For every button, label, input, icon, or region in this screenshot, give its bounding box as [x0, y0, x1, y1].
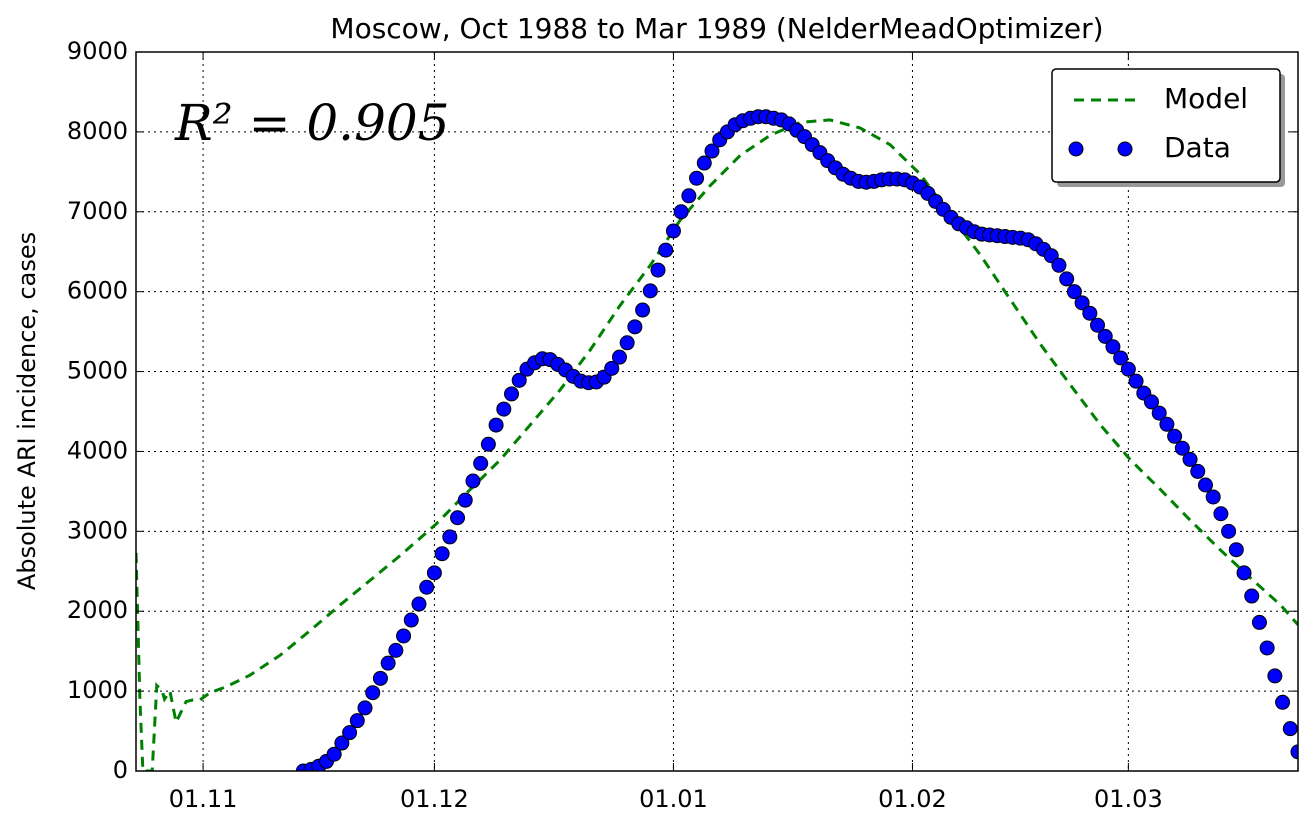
data-point: [1066, 284, 1082, 300]
data-point: [1059, 271, 1075, 287]
legend: Model Data: [1051, 68, 1285, 187]
data-point: [673, 204, 689, 220]
data-point: [1128, 373, 1144, 389]
data-point: [1221, 523, 1237, 539]
data-point: [1236, 565, 1252, 581]
data-point: [1251, 614, 1267, 630]
data-point: [1105, 339, 1121, 355]
data-point: [1090, 317, 1106, 333]
y-tick-label: 2000: [67, 596, 128, 624]
data-point: [465, 473, 481, 489]
data-point: [1151, 405, 1167, 421]
data-point: [1051, 257, 1067, 273]
y-tick-label: 5000: [67, 357, 128, 385]
data-point: [1205, 489, 1221, 505]
data-point: [658, 242, 674, 258]
legend-swatch: [1117, 141, 1133, 157]
x-tick-label: 01.03: [1094, 785, 1163, 813]
legend-label: Model: [1164, 82, 1248, 115]
data-point: [326, 746, 342, 762]
data-point: [1143, 394, 1159, 410]
data-point: [619, 335, 635, 351]
legend-box: [1051, 68, 1281, 183]
data-point: [681, 188, 697, 204]
data-point: [434, 546, 450, 562]
data-point: [1113, 350, 1129, 366]
data-point: [635, 302, 651, 318]
data-point: [689, 170, 705, 186]
y-tick-label: 9000: [67, 37, 128, 65]
data-point: [665, 223, 681, 239]
data-point: [396, 628, 412, 644]
data-point: [442, 529, 458, 545]
data-point: [480, 436, 496, 452]
y-tick-label: 6000: [67, 277, 128, 305]
data-point: [642, 283, 658, 299]
x-tick-label: 01.12: [400, 785, 469, 813]
data-point: [1244, 588, 1260, 604]
data-point: [511, 372, 527, 388]
data-point: [342, 725, 358, 741]
data-point: [450, 510, 466, 526]
data-point: [650, 262, 666, 278]
data-point: [704, 143, 720, 159]
data-point: [1259, 640, 1275, 656]
data-point: [627, 319, 643, 335]
data-point: [1290, 744, 1298, 760]
legend-swatch: [1068, 141, 1084, 157]
data-point: [696, 155, 712, 171]
data-point: [611, 349, 627, 365]
data-point: [380, 655, 396, 671]
data-point: [1190, 463, 1206, 479]
data-point: [1197, 477, 1213, 493]
data-point: [334, 735, 350, 751]
data-point: [604, 360, 620, 376]
data-point: [473, 455, 489, 471]
y-tick-label: 3000: [67, 516, 128, 544]
data-point: [1074, 295, 1090, 311]
y-tick-label: 0: [113, 756, 128, 784]
data-point: [1167, 428, 1183, 444]
x-tick-label: 01.11: [169, 785, 238, 813]
data-point: [1097, 328, 1113, 344]
data-point: [419, 579, 435, 595]
data-point: [1182, 451, 1198, 467]
data-point: [1120, 361, 1136, 377]
data-point: [1267, 668, 1283, 684]
plot-frame: [135, 51, 1299, 772]
annotation: R² = 0.905: [174, 94, 450, 152]
data-point: [388, 642, 404, 658]
model-line: [136, 118, 1298, 771]
data-point: [504, 386, 520, 402]
data-point: [403, 612, 419, 628]
data-point: [1213, 506, 1229, 522]
data-point: [457, 492, 473, 508]
y-tick-label: 1000: [67, 676, 128, 704]
data-point: [1159, 416, 1175, 432]
data-point: [349, 713, 365, 729]
plot-area: [136, 109, 1298, 771]
data-point: [426, 565, 442, 581]
legend-label: Data: [1164, 131, 1231, 164]
data-point: [1174, 440, 1190, 456]
y-tick-label: 7000: [67, 197, 128, 225]
data-point: [496, 401, 512, 417]
x-tick-label: 01.02: [878, 785, 947, 813]
x-tick-label: 01.01: [639, 785, 708, 813]
y-axis-label: Absolute ARI incidence, cases: [13, 232, 41, 590]
data-point: [1082, 305, 1098, 321]
data-point: [1275, 694, 1291, 710]
data-point: [365, 685, 381, 701]
data-point: [1282, 721, 1298, 737]
data-point: [1228, 542, 1244, 558]
y-tick-label: 8000: [67, 117, 128, 145]
data-point: [357, 700, 373, 716]
data-point: [372, 670, 388, 686]
data-point: [411, 596, 427, 612]
y-tick-label: 4000: [67, 436, 128, 464]
data-point: [488, 417, 504, 433]
chart-title: Moscow, Oct 1988 to Mar 1989 (NelderMead…: [330, 12, 1103, 45]
